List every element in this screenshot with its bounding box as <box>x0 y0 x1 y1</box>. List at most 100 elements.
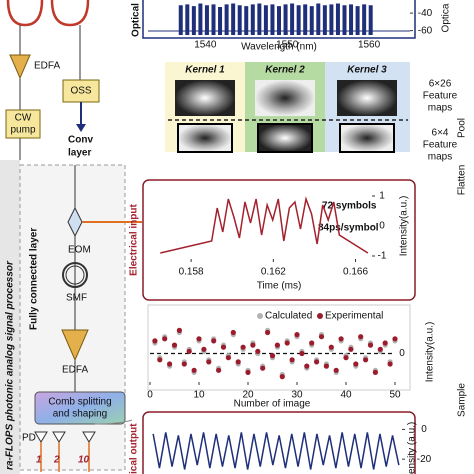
x-tick-label: 1560 <box>358 40 381 51</box>
point <box>157 357 163 363</box>
point <box>318 334 325 340</box>
point <box>230 329 236 336</box>
annotation: 84ps/symbol <box>318 223 379 234</box>
x-tick-label: 40 <box>340 390 352 401</box>
point <box>323 363 329 369</box>
frame <box>142 0 416 39</box>
x-tick-label: 1550 <box>276 40 299 51</box>
label: maps <box>428 103 452 114</box>
label: 1 <box>36 455 42 466</box>
side-label: Electrical input <box>129 203 140 275</box>
point <box>348 346 354 352</box>
label: PD <box>22 433 36 444</box>
label: Feature <box>423 140 458 151</box>
y-label: Optical <box>131 3 142 37</box>
y-tick-label: -40 <box>418 8 433 19</box>
smf-coil <box>62 262 88 288</box>
point <box>299 350 305 357</box>
x-tick-label: 20 <box>242 390 254 401</box>
frame <box>142 411 416 474</box>
label: OSS <box>70 86 91 97</box>
outputs <box>40 442 90 472</box>
label: Feature <box>423 91 458 102</box>
fc-label: Fully connected layer <box>29 228 40 330</box>
y-tick-label: -1 <box>378 251 387 262</box>
legend-marker <box>257 313 263 319</box>
legend-marker <box>317 313 323 319</box>
x-label: Wavelength (nm) <box>241 42 317 53</box>
y-label: ensity (a.u.) <box>407 422 418 474</box>
pool-label: Pool <box>457 118 468 138</box>
feature-map <box>255 80 315 116</box>
label: 2 <box>53 455 60 466</box>
point <box>240 344 246 350</box>
y-tick-label: 0 <box>399 348 405 359</box>
frame <box>142 179 416 301</box>
comb-box <box>34 391 126 425</box>
point <box>181 361 187 367</box>
x-tick-label: 0.162 <box>261 267 286 278</box>
point <box>363 357 369 363</box>
frame <box>147 304 411 391</box>
signal <box>152 432 400 470</box>
pooled-map <box>257 123 313 153</box>
kernel-title: Kernel 3 <box>347 65 387 76</box>
kernel-title: Kernel 2 <box>265 65 305 76</box>
point <box>211 338 217 344</box>
x-label: Number of image <box>234 399 311 410</box>
point <box>289 357 295 363</box>
point <box>382 340 388 346</box>
smf-coil <box>65 265 85 285</box>
point <box>152 338 158 344</box>
point <box>245 369 251 375</box>
point <box>343 355 349 361</box>
point <box>265 329 271 336</box>
point <box>250 342 256 348</box>
x-tick-label: 10 <box>193 390 205 401</box>
connector <box>94 419 133 425</box>
y2-label: Optica <box>441 3 452 32</box>
point <box>304 363 310 369</box>
cw-box <box>5 109 41 139</box>
legend-label: Experimental <box>325 311 383 322</box>
label: Comb splitting <box>48 397 111 408</box>
point <box>201 346 207 352</box>
y-tick-label: -20 <box>417 454 432 465</box>
point <box>225 355 231 361</box>
sample-label: Sample <box>457 383 468 417</box>
point <box>309 340 315 346</box>
point <box>191 367 197 373</box>
point <box>377 346 383 352</box>
flatten-label: Flatten <box>457 165 468 196</box>
point <box>269 353 276 359</box>
x-tick-label: 0 <box>147 390 153 401</box>
point <box>216 367 222 373</box>
point <box>171 342 178 348</box>
point <box>274 342 280 348</box>
y-tick-label: 1 <box>379 191 385 202</box>
label: EOM <box>68 245 91 256</box>
point <box>186 348 192 354</box>
x-tick-label: 0.166 <box>343 267 368 278</box>
fiber-loop <box>6 0 90 27</box>
point <box>387 361 393 367</box>
legend-label: Calculated <box>265 311 312 322</box>
feature-map <box>337 80 397 116</box>
point <box>338 336 344 342</box>
kernels: Kernel 1 Kernel 2 Kernel 3 6×26 Feature … <box>165 62 468 417</box>
label: EDFA <box>62 365 88 376</box>
point <box>260 365 266 371</box>
point <box>392 336 398 342</box>
label: Conv <box>68 135 93 146</box>
side-title: ra-FLOPS photonic analog signal processo… <box>5 260 16 470</box>
label: SMF <box>66 293 87 304</box>
point <box>235 359 241 365</box>
point <box>328 344 334 350</box>
x-tick-label: 0.158 <box>179 267 204 278</box>
kernel-title: Kernel 1 <box>185 65 225 76</box>
point <box>176 327 182 333</box>
point <box>162 336 168 342</box>
label: 6×4 <box>432 128 449 139</box>
schematic: EDFA CW pump OSS Conv layer ra-FLOPS pho… <box>0 0 142 474</box>
